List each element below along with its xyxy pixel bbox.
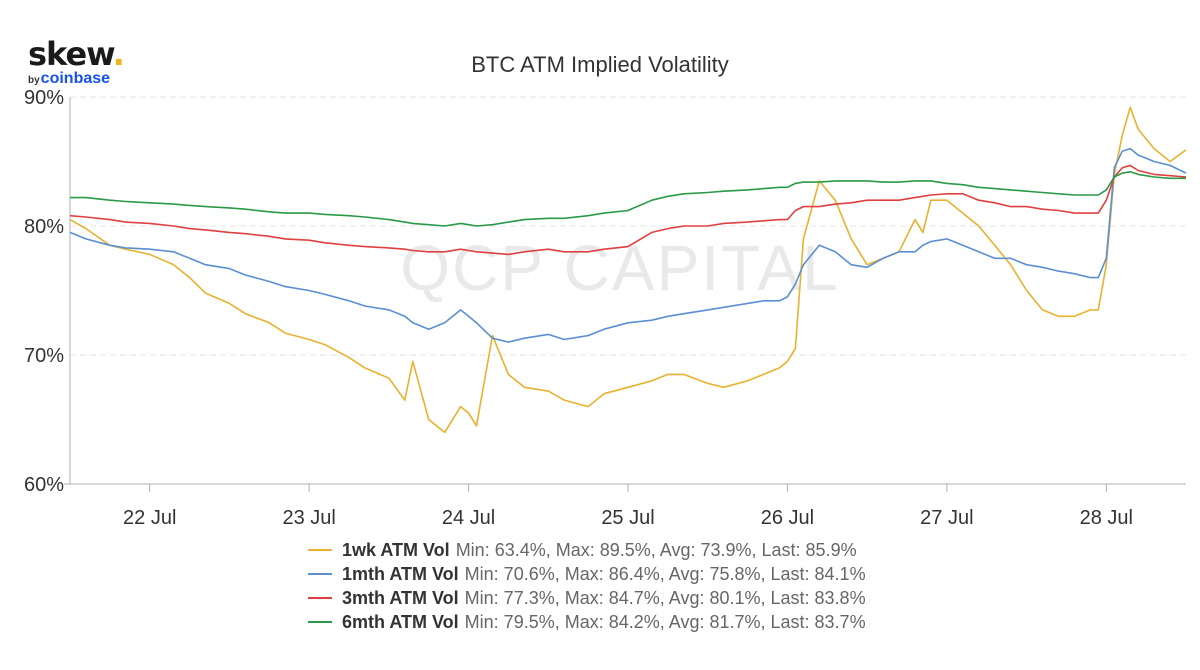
y-tick-label: 90% xyxy=(24,87,64,109)
logo-coinbase: coinbase xyxy=(40,70,111,87)
x-tick-label: 27 Jul xyxy=(920,507,973,529)
legend-item[interactable]: 1mth ATM Vol Min: 70.6%, Max: 86.4%, Avg:… xyxy=(308,562,866,586)
legend-series-name: 1wk ATM Vol xyxy=(342,539,450,560)
legend-series-stats: Min: 79.5%, Max: 84.2%, Avg: 81.7%, Last… xyxy=(464,611,866,632)
legend-series-stats: Min: 77.3%, Max: 84.7%, Avg: 80.1%, Last… xyxy=(464,587,866,608)
skew-logo: skew. bycoinbase xyxy=(28,35,125,88)
series-line-3mth xyxy=(69,164,1187,256)
logo-wordmark: skew xyxy=(28,35,114,73)
chart-legend: 1wk ATM Vol Min: 63.4%, Max: 89.5%, Avg: … xyxy=(308,538,866,634)
x-tick-label: 25 Jul xyxy=(601,507,654,529)
y-tick-label: 70% xyxy=(24,345,64,367)
legend-series-stats: Min: 63.4%, Max: 89.5%, Avg: 73.9%, Last… xyxy=(455,539,857,560)
legend-series-stats: Min: 70.6%, Max: 86.4%, Avg: 75.8%, Last… xyxy=(464,563,866,584)
watermark-text: QCP CAPITAL xyxy=(400,232,839,304)
legend-item[interactable]: 1wk ATM Vol Min: 63.4%, Max: 89.5%, Avg: … xyxy=(308,538,866,562)
x-axis: 22 Jul 23 Jul 24 Jul 25 Jul 26 Jul 27 Jul 28 J… xyxy=(64,483,1186,529)
x-tick-label: 26 Jul xyxy=(761,507,814,529)
legend-swatch xyxy=(308,597,332,599)
x-tick-label: 23 Jul xyxy=(282,507,335,529)
y-tick-label: 60% xyxy=(24,474,64,496)
x-tick-label: 22 Jul xyxy=(123,507,176,529)
logo-dot: . xyxy=(112,35,125,73)
y-axis: 60% 70% 80% 90% xyxy=(24,87,71,496)
logo-by: by xyxy=(28,75,40,86)
grid-lines xyxy=(70,96,1186,356)
series-line-6mth xyxy=(70,171,1186,227)
series-line-1mth xyxy=(69,147,1187,343)
legend-item[interactable]: 3mth ATM Vol Min: 77.3%, Max: 84.7%, Avg:… xyxy=(308,586,866,610)
legend-swatch xyxy=(308,549,332,551)
x-tick-label: 28 Jul xyxy=(1080,507,1133,529)
y-tick-label: 80% xyxy=(24,216,64,238)
chart-title: BTC ATM Implied Volatility xyxy=(471,52,729,77)
series-lines xyxy=(69,106,1187,434)
legend-series-name: 1mth ATM Vol xyxy=(342,563,459,584)
legend-series-name: 6mth ATM Vol xyxy=(342,611,459,632)
x-tick-label: 24 Jul xyxy=(442,507,495,529)
legend-swatch xyxy=(308,573,332,575)
legend-series-name: 3mth ATM Vol xyxy=(342,587,459,608)
legend-swatch xyxy=(308,621,332,623)
legend-item[interactable]: 6mth ATM Vol Min: 79.5%, Max: 84.2%, Avg:… xyxy=(308,610,866,634)
series-line-1wk xyxy=(69,106,1187,434)
